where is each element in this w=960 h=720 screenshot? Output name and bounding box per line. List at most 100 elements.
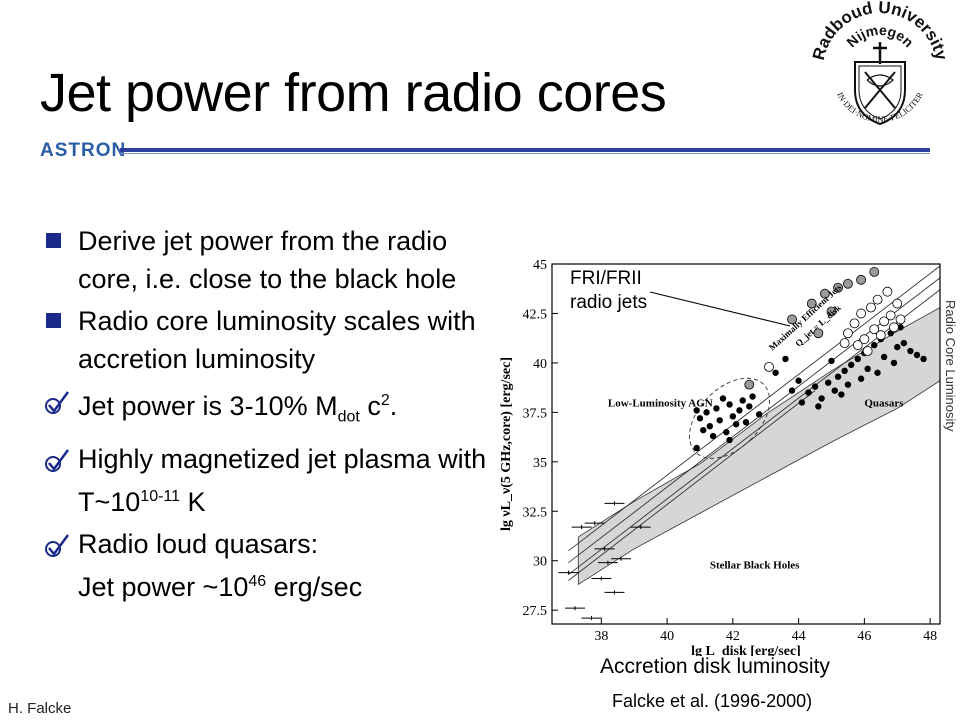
annotation-quasars: Quasars — [864, 397, 904, 409]
data-point-grey — [787, 314, 797, 325]
data-point-grey — [843, 278, 853, 289]
y-tick-label: 30 — [533, 555, 547, 570]
data-point-filled — [739, 397, 746, 404]
data-point-filled — [788, 387, 796, 394]
x-axis-label: lg L_disk [erg/sec] — [691, 644, 801, 656]
data-point-filled — [897, 324, 904, 331]
bullet-list: Derive jet power from the radio core, i.… — [44, 222, 514, 610]
x-tick-label: 42 — [726, 629, 740, 644]
luminosity-scatter-chart: 38 40 42 44 46 48 27.5 30 32.5 35 37.5 40 42.5 45 lg L… — [499, 258, 941, 656]
data-point-open — [892, 298, 903, 309]
x-caption: Accretion disk luminosity — [600, 655, 830, 678]
x-tick-label: 40 — [660, 629, 674, 644]
llagn-region-outline — [689, 377, 771, 459]
data-point-grey — [813, 328, 824, 339]
data-point-open — [764, 361, 774, 372]
data-point-filled — [900, 339, 908, 347]
astron-logo: ASTRON — [40, 140, 127, 161]
university-seal-logo: Radboud University Nijmegen IN·DEI·NOMIN… — [809, 0, 951, 126]
x-tick-label: 48 — [923, 629, 937, 644]
data-point-filled — [772, 369, 779, 376]
data-point-grey — [869, 267, 880, 277]
data-point-filled — [838, 391, 845, 398]
data-point-grey — [856, 274, 866, 285]
data-point-filled — [811, 383, 819, 390]
data-point-filled — [920, 355, 927, 363]
data-point-filled — [825, 379, 832, 386]
x-tick-label: 44 — [792, 629, 806, 644]
data-point-filled — [854, 355, 861, 363]
x-tick-label: 38 — [594, 629, 608, 644]
data-point-open — [872, 294, 883, 305]
y-tick-label: 27.5 — [523, 604, 548, 619]
data-point-open — [889, 322, 899, 333]
data-point-grey — [833, 282, 843, 293]
square-bullet-icon — [46, 313, 61, 328]
data-point-open — [866, 302, 876, 313]
data-point-filled — [713, 405, 720, 412]
bullet-item: Jet power is 3-10% Mdot c2. — [44, 382, 514, 436]
data-point-filled — [834, 373, 842, 380]
bullet-item: Derive jet power from the radio core, i.… — [44, 222, 514, 298]
bullet-item: Radio loud quasars: Jet power ~1046 erg/… — [44, 525, 514, 606]
y-tick-label: 42.5 — [523, 307, 548, 322]
y-tick-label: 40 — [533, 357, 547, 372]
data-point-filled — [907, 347, 914, 355]
data-point-open — [839, 338, 850, 349]
side-vertical-label: Radio Core Luminosity — [943, 300, 958, 432]
data-point-filled — [700, 426, 707, 434]
data-point-open — [869, 324, 880, 335]
data-point-filled — [726, 401, 733, 408]
data-point-filled — [894, 343, 901, 351]
data-point-grey — [820, 288, 830, 299]
bullet-item: Radio core luminosity scales with accret… — [44, 302, 514, 378]
annotation-pointer-line — [649, 291, 791, 327]
data-point-open — [885, 310, 896, 321]
data-point-grey — [806, 298, 817, 309]
data-point-filled — [693, 444, 700, 452]
data-point-filled — [693, 407, 700, 414]
data-point-filled — [871, 341, 878, 349]
data-point-filled — [716, 417, 723, 424]
bullet-item: Highly magnetized jet plasma with T~1010… — [44, 440, 514, 521]
data-point-open — [875, 330, 886, 341]
citation: Falcke et al. (1996-2000) — [612, 691, 813, 711]
data-point-open — [852, 340, 863, 350]
title-rule — [120, 148, 930, 152]
model-line — [568, 265, 941, 552]
data-point-open — [856, 308, 866, 319]
data-point-filled — [857, 375, 865, 382]
annotation-stellar-bh: Stellar Black Holes — [710, 560, 800, 572]
checkmark-bullet-icon — [45, 391, 70, 414]
data-point-filled — [755, 411, 763, 418]
data-point-open — [882, 286, 893, 297]
x-tick-label: 46 — [857, 629, 871, 644]
author-name: H. Falcke — [8, 700, 72, 717]
data-point-filled — [890, 359, 898, 367]
data-point-filled — [880, 353, 888, 361]
data-point-open — [879, 316, 890, 327]
data-point-filled — [742, 419, 750, 426]
data-point-filled — [719, 395, 727, 402]
data-point-filled — [795, 377, 802, 384]
checkmark-bullet-icon — [45, 534, 70, 558]
data-point-filled — [841, 367, 848, 375]
data-point-filled — [913, 351, 921, 359]
data-point-grey — [826, 306, 837, 317]
y-tick-label: 35 — [533, 456, 547, 471]
data-point-filled — [706, 422, 714, 430]
plot-frame — [551, 263, 941, 625]
data-point-filled — [828, 357, 835, 365]
data-point-filled — [818, 395, 825, 402]
data-point-filled — [864, 365, 871, 373]
data-point-filled — [848, 361, 855, 369]
data-point-open — [849, 318, 860, 329]
model-line — [568, 390, 816, 581]
y-tick-label: 32.5 — [523, 505, 548, 520]
annotation-fri-frii: FRI/FRII — [570, 268, 642, 289]
data-point-filled — [749, 393, 756, 400]
data-point-filled — [729, 413, 737, 420]
data-point-filled — [874, 369, 881, 376]
data-point-filled — [782, 355, 789, 363]
annotation-llagn: Low-Luminosity AGN — [608, 397, 713, 409]
